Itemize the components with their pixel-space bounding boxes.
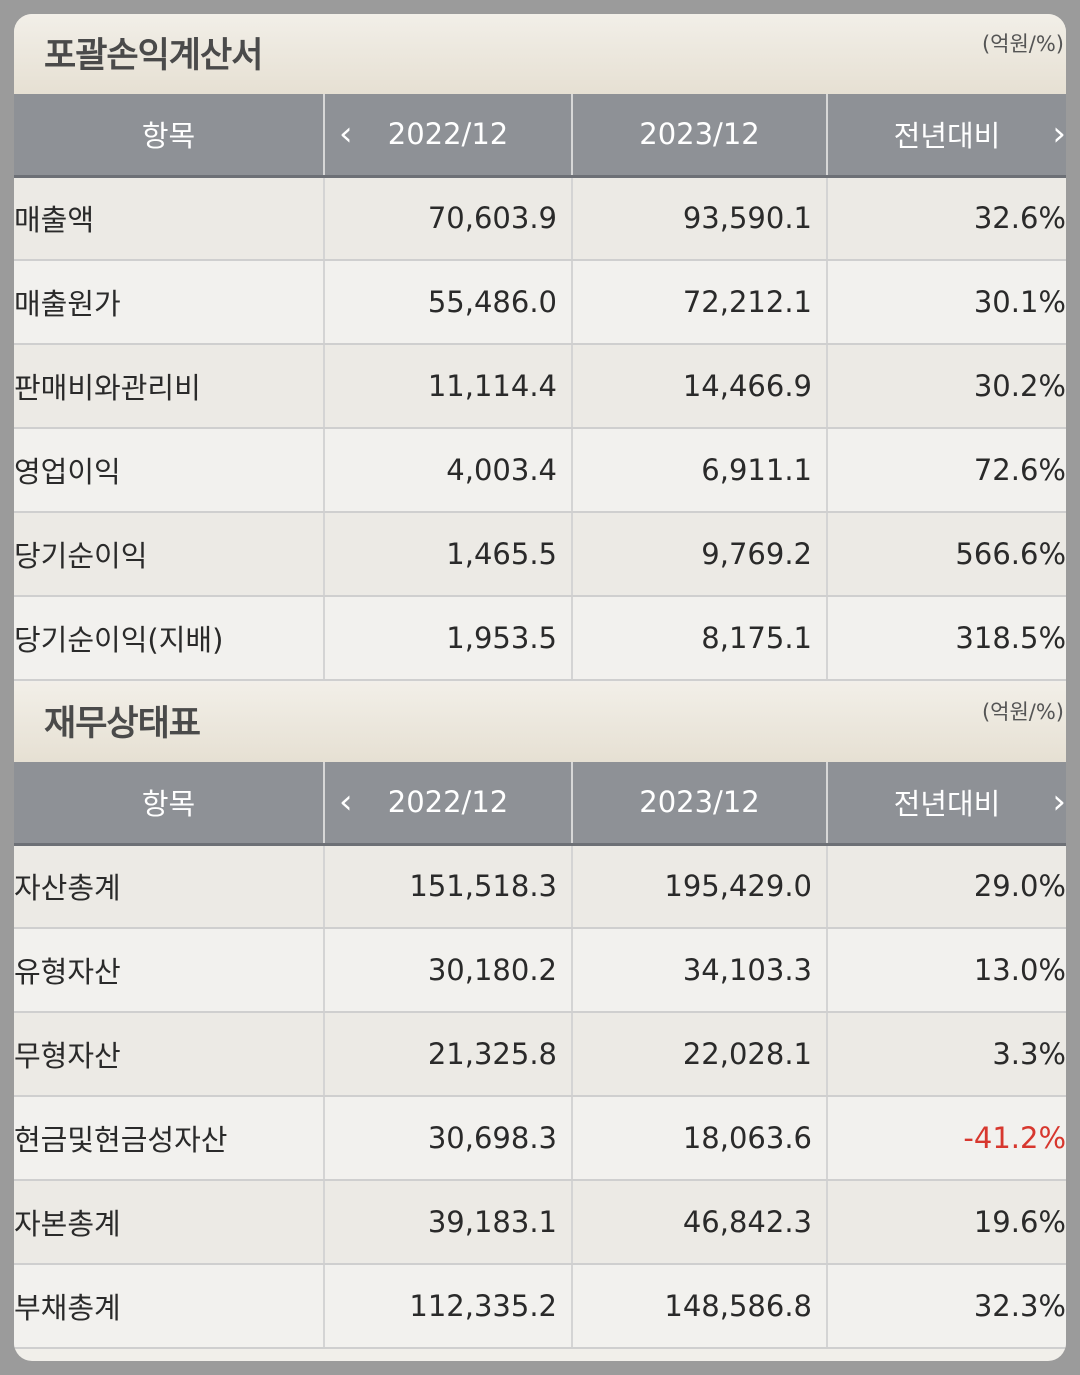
value-2022: 1,465.5	[324, 512, 573, 597]
income-section-header: 포괄손익계산서 (억원/%)	[14, 14, 1066, 94]
chevron-left-icon[interactable]: ‹	[339, 114, 353, 155]
row-label: 현금및현금성자산	[14, 1096, 325, 1181]
table-row[interactable]: 당기순이익 1,465.5 9,769.2 566.6%	[14, 512, 1066, 597]
row-label: 자산총계	[14, 844, 325, 929]
value-yoy: 13.0%	[827, 928, 1066, 1013]
header-year-current: 2023/12	[572, 762, 828, 846]
value-2023: 72,212.1	[572, 260, 828, 345]
value-yoy: 3.3%	[827, 1012, 1066, 1097]
header-yoy-label: 전년대비	[893, 787, 1001, 822]
unit-label: (억원/%)	[981, 700, 1064, 724]
value-yoy: 29.0%	[827, 844, 1066, 929]
section-title: 포괄손익계산서	[44, 36, 263, 76]
header-item: 항목	[14, 94, 325, 178]
row-label: 매출액	[14, 176, 325, 261]
value-2022: 55,486.0	[324, 260, 573, 345]
row-label: 무형자산	[14, 1012, 325, 1097]
row-label: 매출원가	[14, 260, 325, 345]
row-label: 당기순이익	[14, 512, 325, 597]
header-yoy: 전년대비 ›	[827, 94, 1066, 178]
value-2022: 39,183.1	[324, 1180, 573, 1265]
value-2022: 70,603.9	[324, 176, 573, 261]
value-2022: 112,335.2	[324, 1264, 573, 1349]
value-2022: 30,698.3	[324, 1096, 573, 1181]
row-label: 유형자산	[14, 928, 325, 1013]
header-item: 항목	[14, 762, 325, 846]
value-yoy: 32.6%	[827, 176, 1066, 261]
table-row[interactable]: 자산총계 151,518.3 195,429.0 29.0%	[14, 844, 1066, 929]
value-2023: 14,466.9	[572, 344, 828, 429]
value-yoy: 72.6%	[827, 428, 1066, 513]
value-2023: 148,586.8	[572, 1264, 828, 1349]
balance-section-header: 재무상태표 (억원/%)	[14, 682, 1066, 762]
table-row[interactable]: 유형자산 30,180.2 34,103.3 13.0%	[14, 928, 1066, 1013]
row-label: 영업이익	[14, 428, 325, 513]
value-2022: 11,114.4	[324, 344, 573, 429]
header-yoy: 전년대비 ›	[827, 762, 1066, 846]
section-title: 재무상태표	[44, 704, 201, 744]
value-2022: 151,518.3	[324, 844, 573, 929]
row-label: 판매비와관리비	[14, 344, 325, 429]
header-year-label: 2022/12	[387, 785, 509, 820]
value-2023: 195,429.0	[572, 844, 828, 929]
balance-sheet-panel: 재무상태표 (억원/%) 항목 ‹ 2022/12 2023/12 전년대비 ›…	[14, 682, 1066, 1361]
value-2023: 8,175.1	[572, 596, 828, 681]
value-2023: 34,103.3	[572, 928, 828, 1013]
header-year-label: 2022/12	[387, 117, 509, 152]
value-2023: 18,063.6	[572, 1096, 828, 1181]
value-yoy: 30.2%	[827, 344, 1066, 429]
value-2022: 30,180.2	[324, 928, 573, 1013]
value-yoy: 566.6%	[827, 512, 1066, 597]
value-2022: 4,003.4	[324, 428, 573, 513]
table-row[interactable]: 매출액 70,603.9 93,590.1 32.6%	[14, 176, 1066, 261]
table-header-row: 항목 ‹ 2022/12 2023/12 전년대비 ›	[14, 94, 1066, 178]
chevron-right-icon[interactable]: ›	[1052, 114, 1066, 155]
table-row[interactable]: 현금및현금성자산 30,698.3 18,063.6 -41.2%	[14, 1096, 1066, 1181]
value-2023: 6,911.1	[572, 428, 828, 513]
row-label: 부채총계	[14, 1264, 325, 1349]
table-row[interactable]: 매출원가 55,486.0 72,212.1 30.1%	[14, 260, 1066, 345]
table-row[interactable]: 판매비와관리비 11,114.4 14,466.9 30.2%	[14, 344, 1066, 429]
table-header-row: 항목 ‹ 2022/12 2023/12 전년대비 ›	[14, 762, 1066, 846]
table-row[interactable]: 당기순이익(지배) 1,953.5 8,175.1 318.5%	[14, 596, 1066, 681]
value-2023: 22,028.1	[572, 1012, 828, 1097]
row-label: 당기순이익(지배)	[14, 596, 325, 681]
header-year-current: 2023/12	[572, 94, 828, 178]
value-yoy: 32.3%	[827, 1264, 1066, 1349]
header-yoy-label: 전년대비	[893, 119, 1001, 154]
income-table: 항목 ‹ 2022/12 2023/12 전년대비 › 매출액 70,603.9 9…	[14, 94, 1066, 681]
value-2022: 1,953.5	[324, 596, 573, 681]
header-year-prev: ‹ 2022/12	[324, 762, 573, 846]
table-row[interactable]: 무형자산 21,325.8 22,028.1 3.3%	[14, 1012, 1066, 1097]
balance-table: 항목 ‹ 2022/12 2023/12 전년대비 › 자산총계 151,518.…	[14, 762, 1066, 1349]
unit-label: (억원/%)	[981, 32, 1064, 56]
income-table-body: 매출액 70,603.9 93,590.1 32.6% 매출원가 55,486.0 72,2…	[14, 176, 1066, 681]
balance-table-body: 자산총계 151,518.3 195,429.0 29.0% 유형자산 30,180.2 3…	[14, 844, 1066, 1349]
income-statement-panel: 포괄손익계산서 (억원/%) 항목 ‹ 2022/12 2023/12 전년대비…	[14, 14, 1066, 682]
value-yoy: -41.2%	[827, 1096, 1066, 1181]
chevron-left-icon[interactable]: ‹	[339, 782, 353, 823]
value-2023: 93,590.1	[572, 176, 828, 261]
table-row[interactable]: 부채총계 112,335.2 148,586.8 32.3%	[14, 1264, 1066, 1349]
value-yoy: 19.6%	[827, 1180, 1066, 1265]
chevron-right-icon[interactable]: ›	[1052, 782, 1066, 823]
value-yoy: 30.1%	[827, 260, 1066, 345]
value-2022: 21,325.8	[324, 1012, 573, 1097]
header-year-prev: ‹ 2022/12	[324, 94, 573, 178]
table-row[interactable]: 영업이익 4,003.4 6,911.1 72.6%	[14, 428, 1066, 513]
value-2023: 46,842.3	[572, 1180, 828, 1265]
row-label: 자본총계	[14, 1180, 325, 1265]
table-row[interactable]: 자본총계 39,183.1 46,842.3 19.6%	[14, 1180, 1066, 1265]
value-2023: 9,769.2	[572, 512, 828, 597]
value-yoy: 318.5%	[827, 596, 1066, 681]
